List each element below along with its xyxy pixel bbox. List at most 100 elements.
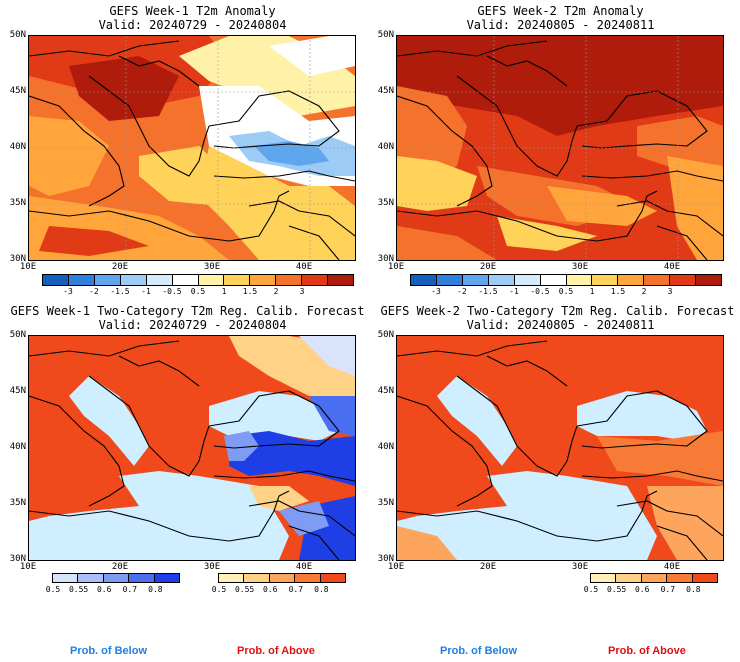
colorbar-tick-label: 0.8 <box>148 585 163 594</box>
below-prob-colorbar <box>52 573 180 583</box>
colorbar-swatch <box>94 275 121 285</box>
map-graphic <box>29 336 355 560</box>
colorbar-swatch <box>667 574 693 582</box>
colorbar-swatch <box>411 275 437 285</box>
colorbar-tick-label: -1 <box>141 287 151 296</box>
colorbar-tick-label: -2 <box>89 287 99 296</box>
colorbar-tick-label: 0.5 <box>211 585 227 594</box>
panel-valid-dates: Valid: 20240729 - 20240804 <box>98 18 287 32</box>
anomaly-map-week2 <box>396 35 724 261</box>
lon-label: 20E <box>111 562 129 572</box>
colorbar-tick-label: 2 <box>641 287 647 296</box>
lat-label: 40N <box>377 142 394 152</box>
colorbar-swatch <box>592 275 619 285</box>
lat-label: 50N <box>377 30 394 40</box>
lat-label: 30N <box>9 254 26 264</box>
lon-label: 20E <box>479 262 497 272</box>
colorbar-tick-label: 0.7 <box>660 585 676 594</box>
colorbar-swatch <box>276 275 303 285</box>
colorbar-swatch <box>154 574 180 582</box>
lon-label: 10E <box>19 262 37 272</box>
colorbar-tick-label: -1 <box>509 287 519 296</box>
colorbar-tick-label: 3 <box>299 287 305 296</box>
colorbar-tick-label: 0.55 <box>68 585 89 594</box>
lat-label: 35N <box>377 498 394 508</box>
colorbar-tick-label: 0.8 <box>686 585 701 594</box>
colorbar-swatch <box>692 574 718 582</box>
colorbar-swatch <box>129 574 155 582</box>
colorbar-swatch <box>328 275 354 285</box>
panel-title: GEFS Week-1 Two-Category T2m Reg. Calib.… <box>10 304 365 318</box>
above-prob-colorbar <box>218 573 346 583</box>
colorbar-tick-label: -2 <box>457 287 467 296</box>
probability-map-week2 <box>396 335 724 561</box>
colorbar-swatch <box>120 275 147 285</box>
footer-prob-below: Prob. of Below <box>70 645 147 657</box>
colorbar-tick-label: 3 <box>667 287 673 296</box>
colorbar-tick-label: 0.6 <box>634 585 650 594</box>
colorbar-tick-label: 1 <box>221 287 227 296</box>
panel-title: GEFS Week-2 T2m Anomaly <box>477 4 644 18</box>
colorbar-tick-label: 0.5 <box>45 585 61 594</box>
colorbar-swatch <box>616 574 642 582</box>
colorbar-tick-label: 0.55 <box>234 585 255 594</box>
colorbar-swatch <box>462 275 489 285</box>
lat-label: 40N <box>9 442 26 452</box>
colorbar-swatch <box>269 574 296 582</box>
colorbar-tick-label: -0.5 <box>530 287 550 296</box>
colorbar-tick-label: 0.5 <box>583 585 599 594</box>
lon-label: 40E <box>295 262 313 272</box>
colorbar-tick-label: -1.5 <box>478 287 498 296</box>
colorbar-tick-label: 1.5 <box>610 287 626 296</box>
lon-label: 40E <box>295 562 313 572</box>
colorbar-tick-label: 0.5 <box>558 287 574 296</box>
colorbar-tick-label: 1.5 <box>242 287 258 296</box>
lon-label: 30E <box>203 562 221 572</box>
colorbar-tick-label: 1 <box>589 287 595 296</box>
colorbar-swatch <box>591 574 617 582</box>
colorbar-tick-label: 0.8 <box>314 585 329 594</box>
colorbar-swatch <box>43 275 69 285</box>
lat-label: 35N <box>9 198 26 208</box>
colorbar-swatch <box>78 574 104 582</box>
colorbar-swatch <box>540 275 567 285</box>
lat-label: 50N <box>9 330 26 340</box>
colorbar-swatch <box>618 275 645 285</box>
lat-label: 45N <box>9 86 26 96</box>
colorbar-tick-label: -1.5 <box>110 287 130 296</box>
lat-label: 30N <box>377 254 394 264</box>
colorbar-swatch <box>250 275 277 285</box>
above-prob-colorbar <box>590 573 718 583</box>
colorbar-swatch <box>53 574 79 582</box>
lat-label: 50N <box>9 30 26 40</box>
colorbar-swatch <box>244 574 270 582</box>
panel-title: GEFS Week-2 Two-Category T2m Reg. Calib.… <box>380 304 735 318</box>
colorbar-swatch <box>146 275 173 285</box>
lat-label: 50N <box>377 330 394 340</box>
colorbar-swatch <box>644 275 671 285</box>
colorbar-swatch <box>641 574 668 582</box>
colorbar-swatch <box>566 275 593 285</box>
footer-prob-above: Prob. of Above <box>237 645 315 657</box>
colorbar-tick-label: 0.6 <box>262 585 278 594</box>
colorbar-swatch <box>224 275 251 285</box>
colorbar-swatch <box>172 275 199 285</box>
colorbar-swatch <box>488 275 515 285</box>
lat-label: 45N <box>377 386 394 396</box>
lon-label: 20E <box>111 262 129 272</box>
lon-label: 20E <box>479 562 497 572</box>
colorbar-swatch <box>320 574 346 582</box>
lon-label: 30E <box>571 262 589 272</box>
lat-label: 40N <box>377 442 394 452</box>
anomaly-map-week1 <box>28 35 356 261</box>
lon-label: 30E <box>571 562 589 572</box>
lon-label: 10E <box>387 262 405 272</box>
lon-label: 10E <box>19 562 37 572</box>
colorbar-swatch <box>696 275 722 285</box>
colorbar-swatch <box>295 574 321 582</box>
colorbar-swatch <box>670 275 697 285</box>
lat-label: 45N <box>377 86 394 96</box>
colorbar-swatch <box>68 275 95 285</box>
colorbar-tick-label: 2 <box>273 287 279 296</box>
colorbar-swatch <box>198 275 225 285</box>
